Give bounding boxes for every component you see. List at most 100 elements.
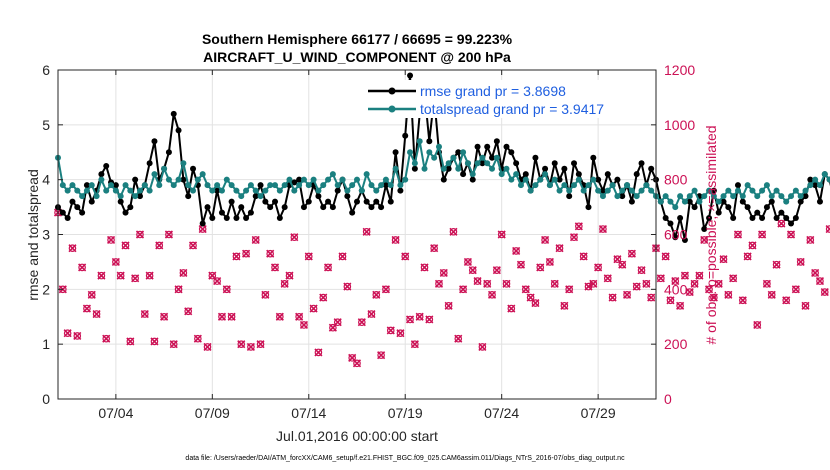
series-point-1 <box>551 176 558 183</box>
obs-marker <box>246 342 255 351</box>
obs-marker <box>203 342 212 351</box>
obs-assimilated-marker <box>425 315 434 324</box>
obs-possible-marker <box>362 227 371 236</box>
obs-possible-marker <box>454 334 463 343</box>
obs-assimilated-marker <box>676 301 685 310</box>
series-point-0 <box>508 149 515 156</box>
obs-possible-marker <box>483 280 492 288</box>
series-point-0 <box>368 204 375 211</box>
series-point-0 <box>744 204 751 211</box>
obs-marker <box>131 274 140 283</box>
obs-possible-marker <box>657 274 665 283</box>
obs-possible-marker <box>353 359 361 368</box>
series-point-0 <box>493 138 500 145</box>
obs-marker <box>820 288 829 297</box>
obs-possible-marker <box>758 230 766 239</box>
obs-possible-marker <box>613 255 622 263</box>
series-point-0 <box>392 149 399 156</box>
obs-assimilated-marker <box>285 271 294 280</box>
series-point-1 <box>566 187 573 194</box>
series-point-1 <box>464 160 471 167</box>
series-point-1 <box>763 182 770 189</box>
obs-assimilated-marker <box>791 285 800 294</box>
obs-assimilated-marker <box>632 282 641 291</box>
obs-assimilated-marker <box>574 222 583 231</box>
obs-possible-marker <box>174 285 183 294</box>
series-point-1 <box>276 187 283 194</box>
series-point-1 <box>749 187 756 194</box>
obs-possible-marker <box>546 258 554 266</box>
obs-possible-marker <box>464 258 472 266</box>
series-point-0 <box>411 165 418 172</box>
obs-marker <box>92 309 101 319</box>
series-point-1 <box>59 182 66 189</box>
series-point-1 <box>807 182 814 189</box>
obs-possible-marker <box>261 291 270 299</box>
series-point-0 <box>407 72 414 79</box>
y-tick-label-right: 600 <box>664 227 688 243</box>
series-point-1 <box>180 160 187 167</box>
series-point-0 <box>648 165 655 172</box>
obs-possible-marker <box>165 230 173 239</box>
obs-marker <box>569 233 579 242</box>
obs-possible-marker <box>521 285 530 294</box>
obs-assimilated-marker <box>541 235 550 245</box>
y-tick-label-left: 0 <box>42 391 50 407</box>
series-point-1 <box>93 193 100 200</box>
series-point-0 <box>773 215 780 222</box>
obs-possible-marker <box>420 263 429 272</box>
series-point-1 <box>624 182 631 189</box>
obs-assimilated-marker <box>396 329 405 338</box>
series-point-0 <box>402 132 409 139</box>
series-point-1 <box>768 193 775 200</box>
series-point-1 <box>773 187 780 194</box>
obs-possible-marker <box>435 280 443 288</box>
obs-marker <box>594 263 603 272</box>
obs-assimilated-marker <box>193 334 202 343</box>
series-point-0 <box>397 187 404 194</box>
series-point-1 <box>816 182 823 189</box>
obs-possible-marker <box>468 266 477 274</box>
obs-assimilated-marker <box>111 257 120 266</box>
series-point-1 <box>421 165 428 172</box>
series-point-0 <box>783 215 790 222</box>
obs-possible-marker <box>710 293 718 302</box>
obs-marker <box>786 230 796 239</box>
series-point-0 <box>83 182 90 189</box>
series-point-1 <box>754 193 761 200</box>
obs-marker <box>468 266 477 275</box>
obs-possible-marker <box>141 310 149 318</box>
obs-marker <box>135 230 145 239</box>
y-axis-label-right: # of obs: o=possible; ×=assimilated <box>703 125 719 344</box>
series-point-0 <box>132 176 139 183</box>
series-point-1 <box>329 171 336 178</box>
obs-possible-marker <box>295 312 303 321</box>
series-point-1 <box>156 182 163 189</box>
series-point-0 <box>180 176 187 183</box>
obs-marker <box>333 318 342 327</box>
series-point-1 <box>725 187 732 194</box>
obs-marker <box>762 279 771 288</box>
series-point-1 <box>599 193 606 200</box>
obs-possible-marker <box>247 343 255 351</box>
obs-possible-marker <box>700 236 709 244</box>
obs-marker <box>420 263 429 272</box>
obs-possible-marker <box>473 277 482 285</box>
series-point-1 <box>580 187 587 194</box>
obs-assimilated-marker <box>685 288 694 297</box>
obs-possible-marker <box>276 312 284 321</box>
obs-assimilated-marker <box>251 235 260 245</box>
series-point-0 <box>484 143 491 150</box>
series-point-1 <box>720 193 727 200</box>
series-point-1 <box>310 176 317 183</box>
series-point-1 <box>151 171 158 178</box>
series-point-1 <box>426 149 433 156</box>
obs-assimilated-marker <box>97 271 106 280</box>
obs-assimilated-marker <box>622 290 632 299</box>
legend-box <box>362 80 654 118</box>
obs-assimilated-marker <box>762 279 771 288</box>
series-point-0 <box>691 204 698 211</box>
obs-assimilated-marker <box>555 244 564 253</box>
obs-marker <box>647 293 656 302</box>
obs-assimilated-marker <box>131 274 140 283</box>
